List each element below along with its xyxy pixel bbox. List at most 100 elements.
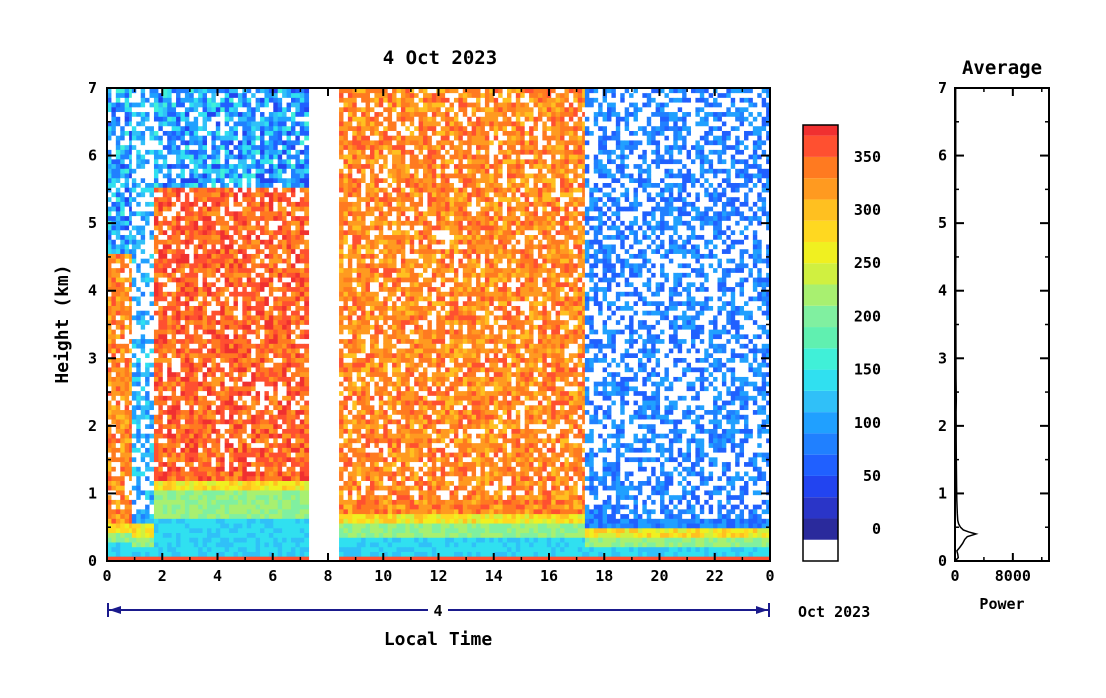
heatmap-cell xyxy=(246,480,252,486)
heatmap-cell xyxy=(167,220,173,226)
heatmap-cell xyxy=(129,324,133,330)
heatmap-cell xyxy=(115,523,121,529)
heatmap-cell xyxy=(224,187,230,193)
heatmap-cell xyxy=(167,121,173,127)
heatmap-cell xyxy=(158,324,164,330)
heatmap-cell xyxy=(251,475,257,481)
heatmap-cell xyxy=(140,206,146,212)
heatmap-cell xyxy=(237,546,243,552)
heatmap-cell xyxy=(184,277,190,283)
heatmap-cell xyxy=(131,499,137,505)
heatmap-cell xyxy=(153,121,159,127)
heatmap-cell xyxy=(211,281,217,288)
heatmap-cell xyxy=(167,508,173,515)
heatmap-cell xyxy=(171,461,177,467)
heatmap-cell xyxy=(299,433,305,439)
heatmap-cell xyxy=(153,442,159,448)
heatmap-cell xyxy=(149,518,155,524)
heatmap-cell xyxy=(242,121,248,127)
heatmap-cell xyxy=(255,111,261,117)
heatmap-cell xyxy=(145,102,150,108)
heatmap-cell xyxy=(124,210,130,217)
heatmap-cell xyxy=(211,215,217,221)
heatmap-cell xyxy=(189,466,195,472)
heatmap-cell xyxy=(273,116,279,122)
heatmap-cell xyxy=(260,556,265,562)
heatmap-cell xyxy=(149,433,155,439)
heatmap-cell xyxy=(268,215,274,221)
heatmap-cell xyxy=(129,480,133,486)
heatmap-cell xyxy=(140,215,146,221)
heatmap-cell xyxy=(149,471,155,477)
heatmap-cell xyxy=(124,201,130,207)
heatmap-cell xyxy=(171,319,177,325)
heatmap-cell xyxy=(180,371,186,377)
heatmap-cell xyxy=(304,111,310,117)
heatmap-cell xyxy=(260,310,265,316)
heatmap-cell xyxy=(299,173,305,179)
heatmap-cell xyxy=(290,442,296,448)
heatmap-cell xyxy=(290,158,296,165)
heatmap-cell xyxy=(131,371,137,377)
heatmap-cell xyxy=(304,121,310,127)
heatmap-cell xyxy=(158,442,164,448)
heatmap-cell xyxy=(198,551,203,557)
heatmap-cell xyxy=(233,532,239,538)
heatmap-cell xyxy=(129,92,133,98)
heatmap-cell xyxy=(215,149,221,155)
heatmap-cell xyxy=(343,88,349,94)
heatmap-cell xyxy=(136,499,142,505)
heatmap-cell xyxy=(153,296,159,302)
heatmap-cell xyxy=(299,220,305,226)
heatmap-cell xyxy=(282,485,287,491)
heatmap-cell xyxy=(207,461,212,467)
heatmap-cell xyxy=(260,234,265,240)
heatmap-cell xyxy=(149,452,155,458)
heatmap-cell xyxy=(237,111,243,117)
heatmap-cell xyxy=(129,504,133,510)
heatmap-cell xyxy=(153,182,159,188)
heatmap-cell xyxy=(198,338,203,344)
heatmap-cell xyxy=(176,296,181,302)
heatmap-cell xyxy=(347,97,353,103)
heatmap-cell xyxy=(131,277,137,283)
heatmap-cell xyxy=(131,385,137,392)
heatmap-cell xyxy=(233,428,239,434)
heatmap-cell xyxy=(167,277,173,283)
heatmap-cell xyxy=(229,248,234,254)
heatmap-cell xyxy=(202,456,208,463)
heatmap-cell xyxy=(347,210,353,217)
heatmap-cell xyxy=(202,305,208,311)
heatmap-cell xyxy=(193,447,199,453)
heatmap-cell xyxy=(299,367,305,373)
heatmap-cell xyxy=(207,456,212,463)
heatmap-cell xyxy=(347,310,353,316)
heatmap-cell xyxy=(290,196,296,202)
heatmap-cell xyxy=(343,471,349,477)
heatmap-cell xyxy=(120,192,126,198)
heatmap-cell xyxy=(180,201,186,207)
heatmap-cell xyxy=(176,333,181,340)
heatmap-cell xyxy=(273,329,279,335)
heatmap-cell xyxy=(304,357,310,363)
heatmap-cell xyxy=(220,215,226,221)
heatmap-cell xyxy=(220,452,226,458)
heatmap-cell xyxy=(290,239,296,245)
heatmap-cell xyxy=(286,286,292,292)
heatmap-cell xyxy=(220,471,226,477)
heatmap-cell xyxy=(111,513,117,519)
heatmap-cell xyxy=(246,494,252,500)
heatmap-cell xyxy=(237,395,243,401)
heatmap-cell xyxy=(220,234,226,240)
heatmap-cell xyxy=(215,537,221,543)
heatmap-cell xyxy=(268,300,274,306)
heatmap-cell xyxy=(145,433,150,439)
heatmap-cell xyxy=(268,244,274,250)
heatmap-cell xyxy=(120,173,126,179)
heatmap-cell xyxy=(162,272,168,278)
heatmap-cell xyxy=(251,490,257,496)
heatmap-cell xyxy=(229,527,234,534)
heatmap-cell xyxy=(304,504,310,510)
heatmap-cell xyxy=(255,173,261,179)
heatmap-cell xyxy=(184,494,190,500)
